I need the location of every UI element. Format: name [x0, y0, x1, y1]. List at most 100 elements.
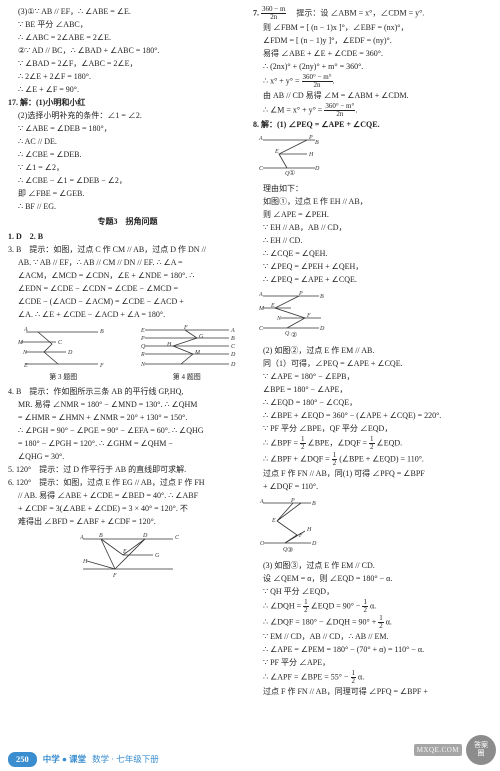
watermark-url: MXQE.COM	[414, 744, 462, 757]
fraction-half: 12	[303, 599, 309, 614]
text-line: ∴ EH // CD.	[253, 235, 492, 247]
text-line: ∴ ∠CBE = ∠DEB.	[8, 149, 247, 161]
text-line: ∵ ∠ABE = ∠DEB = 180°，	[8, 123, 247, 135]
item-7-num: 7.	[253, 8, 261, 17]
svg-text:G: G	[199, 334, 204, 340]
text-line: 即 ∠FBE = ∠GEB.	[8, 188, 247, 200]
svg-text:E: E	[270, 303, 275, 309]
text-span: (∠BPE + ∠EQD) = 110°.	[339, 454, 424, 463]
svg-text:P: P	[140, 336, 145, 342]
item-7-hint: 提示：设 ∠ABM = x°，∠CDM = y°.	[288, 8, 424, 17]
fraction: 360° − m°2n	[324, 103, 355, 118]
svg-text:H: H	[308, 152, 314, 158]
svg-text:H: H	[166, 342, 172, 348]
text-line: ∴ AC // DE.	[8, 136, 247, 148]
text-line: ∴ ∠ABC = 2∠ABE = 2∠E.	[8, 32, 247, 44]
left-column: (3)①∵ AB // EF，∴ ∠ABE = ∠E. ∵ BE 平分 ∠ABC…	[8, 6, 247, 698]
svg-text:M: M	[258, 306, 265, 312]
text-line: 则 ∠APE = ∠PEH.	[253, 209, 492, 221]
item-6-line: + ∠CDF = 3(∠ABE + ∠CDE) = 3 × 40° = 120°…	[8, 503, 247, 515]
text-line: 由 AB // CD 易得 ∠M = ∠ABM + ∠CDM.	[253, 90, 492, 102]
figure-4: EFA PGB QHC RMD ND 第 4 题图	[137, 324, 237, 383]
item-6-line: 难得出 ∠BFD = ∠ABF + ∠CDF = 120°.	[8, 516, 247, 528]
svg-text:D: D	[311, 541, 317, 547]
svg-text:D: D	[67, 350, 73, 356]
svg-text:E: E	[23, 363, 28, 369]
text-line: ∵ ∠1 = ∠2，	[8, 162, 247, 174]
fraction-half: 12	[378, 615, 384, 630]
text-line: ∴ ∠APF = ∠BPE = 55° − 12 α.	[253, 670, 492, 685]
svg-text:M: M	[194, 350, 201, 356]
text-line: ∠BPE = 180° − ∠APE，	[253, 384, 492, 396]
text-line: (3)①∵ AB // EF，∴ ∠ABE = ∠E.	[8, 6, 247, 18]
svg-text:A: A	[259, 499, 264, 505]
svg-text:G: G	[155, 553, 160, 559]
fraction: 360 − m2n	[261, 6, 286, 21]
text-line: ∴ BF // EG.	[8, 201, 247, 213]
text-line: ∴ ∠BPE + ∠EQD = 360° − (∠APE + ∠CQE) = 2…	[253, 410, 492, 422]
item-8-2-head: (2) 如图②，过点 E 作 EM // AB.	[253, 345, 492, 357]
svg-text:F: F	[298, 533, 303, 539]
text-line: ∵ ∠PEQ = ∠PEH + ∠QEH，	[253, 261, 492, 273]
text-line: ∵ PF 平分 ∠BPE，QF 平分 ∠EQD，	[253, 423, 492, 435]
svg-text:M: M	[18, 340, 24, 346]
figure-6: AB DC EG FH	[73, 529, 183, 579]
text-line: ∴ ∠M = x° + y° = 360° − m°2n.	[253, 103, 492, 118]
svg-text:C: C	[231, 344, 236, 350]
item-5: 5. 120° 提示：过 D 作平行于 AB 的直线即可求解.	[8, 464, 247, 476]
svg-text:H: H	[306, 527, 312, 533]
fraction-half: 12	[300, 436, 306, 451]
svg-text:F: F	[112, 573, 117, 579]
svg-text:A: A	[258, 136, 263, 142]
page-footer: 250 中学 ● 课堂 数学 · 七年级下册	[8, 752, 159, 767]
figure-4-svg: EFA PGB QHC RMD ND	[137, 324, 237, 372]
text-line: 过点 F 作 FN // AB，同理可得 ∠PFQ = ∠BPF +	[253, 686, 492, 698]
item-3-line: 3. B 提示：如图，过点 C 作 CM // AB，过点 D 作 DN //	[8, 244, 247, 256]
svg-text:E: E	[274, 149, 279, 155]
right-column: 7. 360 − m2n 提示：设 ∠ABM = x°，∠CDM = y°. 则…	[253, 6, 492, 698]
text-span: ∴ ∠M = x° + y° =	[263, 105, 324, 114]
item-3-line: ∠A. ∴ ∠E + ∠CDE − ∠ACD + ∠A = 180°.	[8, 309, 247, 321]
item-3-line: ∠CDE − (∠ACD − ∠ACM) = ∠CDE − ∠ACD +	[8, 296, 247, 308]
text-line: ∴ ∠E + ∠F = 90°.	[8, 84, 247, 96]
figure-row-3-4: AB MC ND EF 第 3 题图	[8, 324, 247, 383]
text-line: ∴ ∠EQD = 180° − ∠CQE，	[253, 397, 492, 409]
svg-text:H: H	[82, 559, 88, 565]
svg-text:D: D	[314, 166, 320, 172]
svg-text:②: ②	[291, 331, 297, 338]
item-4-line: = ∠HMR = ∠HMN + ∠NMR = 20° + 130° = 150°…	[8, 412, 247, 424]
watermark-badge-text: 圈	[478, 750, 485, 758]
text-line: ②∵ AD // BC，∴ ∠BAD + ∠ABC = 180°.	[8, 45, 247, 57]
item-7-head: 7. 360 − m2n 提示：设 ∠ABM = x°，∠CDM = y°.	[253, 6, 492, 21]
text-span: ∴ ∠BPF + ∠DQF =	[263, 454, 332, 463]
svg-text:C: C	[259, 326, 264, 332]
item-4-line: = 180° − ∠PGH = 120°. ∴ ∠GHM = ∠QHM −	[8, 438, 247, 450]
svg-text:P: P	[308, 135, 313, 141]
watermark: MXQE.COM 答案 圈	[414, 735, 496, 765]
svg-text:E: E	[140, 328, 145, 334]
figure-8-1: APB EH CQD ①	[257, 132, 492, 180]
svg-text:E: E	[271, 518, 276, 524]
svg-text:R: R	[140, 352, 145, 358]
item-3-line: ∠ACM，∠MCD = ∠CDN，∠E + ∠NDE = 180°. ∴	[8, 270, 247, 282]
item-8-3-head: (3) 如图③，过点 E 作 EM // CD.	[253, 560, 492, 572]
figure-4-caption: 第 4 题图	[137, 372, 237, 383]
fraction-half: 12	[332, 452, 338, 467]
section-3-title: 专题3 拐角问题	[8, 216, 247, 228]
svg-text:P: P	[290, 498, 295, 504]
svg-text:Q: Q	[285, 331, 290, 337]
item-3-line: ∠EDN = ∠CDE − ∠CDN = ∠CDE − ∠MCD =	[8, 283, 247, 295]
item-4-line: 4. B 提示：作如图所示三条 AB 的平行线 GP,HQ,	[8, 386, 247, 398]
fraction-half: 12	[351, 670, 357, 685]
page-number: 250	[8, 752, 37, 767]
item-4-line: MR. 易得 ∠NMR = 180° − ∠MND = 130°. ∴ ∠QHM	[8, 399, 247, 411]
fraction-half: 12	[369, 436, 375, 451]
figure-6-svg: AB DC EG FH	[73, 529, 183, 579]
svg-text:F: F	[306, 313, 311, 319]
svg-text:B: B	[100, 329, 104, 335]
figure-8-2: APB ME NF CQD ②	[257, 288, 492, 342]
text-line: ∴ ∠DQF = 180° − ∠DQH = 90° + 12 α.	[253, 615, 492, 630]
text-line: ∠FDM = [ (n − 1)y ]°，∠EDF = (ny)°.	[253, 35, 492, 47]
text-line: ∵ PF 平分 ∠APE，	[253, 657, 492, 669]
text-line: ∴ 2∠E + 2∠F = 180°.	[8, 71, 247, 83]
